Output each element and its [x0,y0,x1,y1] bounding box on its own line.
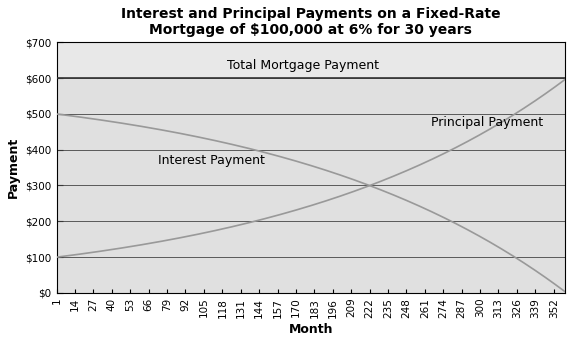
Text: Principal Payment: Principal Payment [431,116,543,129]
Title: Interest and Principal Payments on a Fixed-Rate
Mortgage of $100,000 at 6% for 3: Interest and Principal Payments on a Fix… [121,7,501,37]
Y-axis label: Payment: Payment [7,137,20,198]
Text: Interest Payment: Interest Payment [157,154,264,167]
Text: Total Mortgage Payment: Total Mortgage Payment [227,59,379,71]
X-axis label: Month: Month [289,323,333,336]
